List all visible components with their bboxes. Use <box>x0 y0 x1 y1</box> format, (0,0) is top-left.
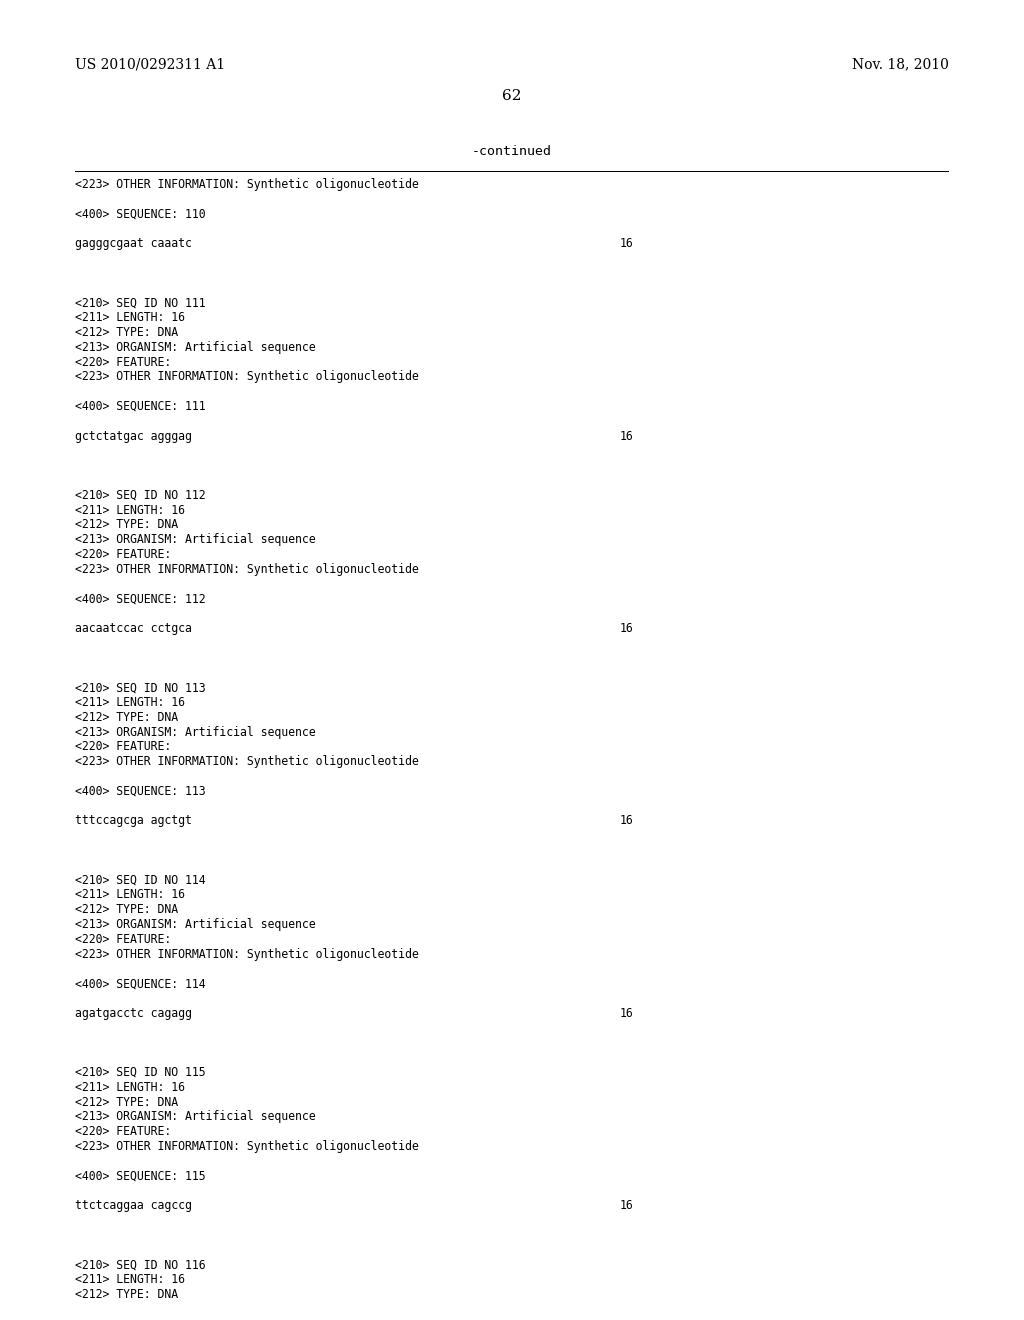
Text: <210> SEQ ID NO 111: <210> SEQ ID NO 111 <box>75 297 206 309</box>
Text: gctctatgac agggag: gctctatgac agggag <box>75 429 191 442</box>
Text: <220> FEATURE:: <220> FEATURE: <box>75 1125 171 1138</box>
Text: 16: 16 <box>620 814 634 828</box>
Text: <400> SEQUENCE: 110: <400> SEQUENCE: 110 <box>75 207 206 220</box>
Text: <223> OTHER INFORMATION: Synthetic oligonucleotide: <223> OTHER INFORMATION: Synthetic oligo… <box>75 1140 419 1152</box>
Text: <210> SEQ ID NO 112: <210> SEQ ID NO 112 <box>75 488 206 502</box>
Text: <220> FEATURE:: <220> FEATURE: <box>75 741 171 754</box>
Text: <213> ORGANISM: Artificial sequence: <213> ORGANISM: Artificial sequence <box>75 726 315 739</box>
Text: <400> SEQUENCE: 115: <400> SEQUENCE: 115 <box>75 1170 206 1183</box>
Text: <211> LENGTH: 16: <211> LENGTH: 16 <box>75 888 185 902</box>
Text: <210> SEQ ID NO 115: <210> SEQ ID NO 115 <box>75 1067 206 1078</box>
Text: 16: 16 <box>620 1199 634 1212</box>
Text: <220> FEATURE:: <220> FEATURE: <box>75 355 171 368</box>
Text: <212> TYPE: DNA: <212> TYPE: DNA <box>75 519 178 532</box>
Text: <213> ORGANISM: Artificial sequence: <213> ORGANISM: Artificial sequence <box>75 1110 315 1123</box>
Text: <210> SEQ ID NO 114: <210> SEQ ID NO 114 <box>75 874 206 887</box>
Text: <223> OTHER INFORMATION: Synthetic oligonucleotide: <223> OTHER INFORMATION: Synthetic oligo… <box>75 755 419 768</box>
Text: 16: 16 <box>620 238 634 251</box>
Text: <211> LENGTH: 16: <211> LENGTH: 16 <box>75 504 185 516</box>
Text: -continued: -continued <box>472 145 552 158</box>
Text: <213> ORGANISM: Artificial sequence: <213> ORGANISM: Artificial sequence <box>75 533 315 546</box>
Text: <400> SEQUENCE: 114: <400> SEQUENCE: 114 <box>75 977 206 990</box>
Text: <210> SEQ ID NO 113: <210> SEQ ID NO 113 <box>75 681 206 694</box>
Text: gagggcgaat caaatc: gagggcgaat caaatc <box>75 238 191 251</box>
Text: <211> LENGTH: 16: <211> LENGTH: 16 <box>75 1081 185 1094</box>
Text: <400> SEQUENCE: 112: <400> SEQUENCE: 112 <box>75 593 206 606</box>
Text: <211> LENGTH: 16: <211> LENGTH: 16 <box>75 696 185 709</box>
Text: ttctcaggaa cagccg: ttctcaggaa cagccg <box>75 1199 191 1212</box>
Text: <212> TYPE: DNA: <212> TYPE: DNA <box>75 326 178 339</box>
Text: 16: 16 <box>620 429 634 442</box>
Text: agatgacctc cagagg: agatgacctc cagagg <box>75 1007 191 1020</box>
Text: 16: 16 <box>620 1007 634 1020</box>
Text: Nov. 18, 2010: Nov. 18, 2010 <box>852 57 949 71</box>
Text: US 2010/0292311 A1: US 2010/0292311 A1 <box>75 57 225 71</box>
Text: <400> SEQUENCE: 113: <400> SEQUENCE: 113 <box>75 785 206 797</box>
Text: 62: 62 <box>502 88 522 103</box>
Text: <211> LENGTH: 16: <211> LENGTH: 16 <box>75 312 185 325</box>
Text: <220> FEATURE:: <220> FEATURE: <box>75 548 171 561</box>
Text: <223> OTHER INFORMATION: Synthetic oligonucleotide: <223> OTHER INFORMATION: Synthetic oligo… <box>75 371 419 383</box>
Text: aacaatccac cctgca: aacaatccac cctgca <box>75 622 191 635</box>
Text: <213> ORGANISM: Artificial sequence: <213> ORGANISM: Artificial sequence <box>75 917 315 931</box>
Text: <223> OTHER INFORMATION: Synthetic oligonucleotide: <223> OTHER INFORMATION: Synthetic oligo… <box>75 948 419 961</box>
Text: tttccagcga agctgt: tttccagcga agctgt <box>75 814 191 828</box>
Text: <223> OTHER INFORMATION: Synthetic oligonucleotide: <223> OTHER INFORMATION: Synthetic oligo… <box>75 562 419 576</box>
Text: <212> TYPE: DNA: <212> TYPE: DNA <box>75 1288 178 1302</box>
Text: <212> TYPE: DNA: <212> TYPE: DNA <box>75 903 178 916</box>
Text: 16: 16 <box>620 622 634 635</box>
Text: <220> FEATURE:: <220> FEATURE: <box>75 933 171 946</box>
Text: <211> LENGTH: 16: <211> LENGTH: 16 <box>75 1274 185 1286</box>
Text: <212> TYPE: DNA: <212> TYPE: DNA <box>75 710 178 723</box>
Text: <210> SEQ ID NO 116: <210> SEQ ID NO 116 <box>75 1258 206 1271</box>
Text: <223> OTHER INFORMATION: Synthetic oligonucleotide: <223> OTHER INFORMATION: Synthetic oligo… <box>75 178 419 191</box>
Text: <400> SEQUENCE: 111: <400> SEQUENCE: 111 <box>75 400 206 413</box>
Text: <212> TYPE: DNA: <212> TYPE: DNA <box>75 1096 178 1109</box>
Text: <213> ORGANISM: Artificial sequence: <213> ORGANISM: Artificial sequence <box>75 341 315 354</box>
